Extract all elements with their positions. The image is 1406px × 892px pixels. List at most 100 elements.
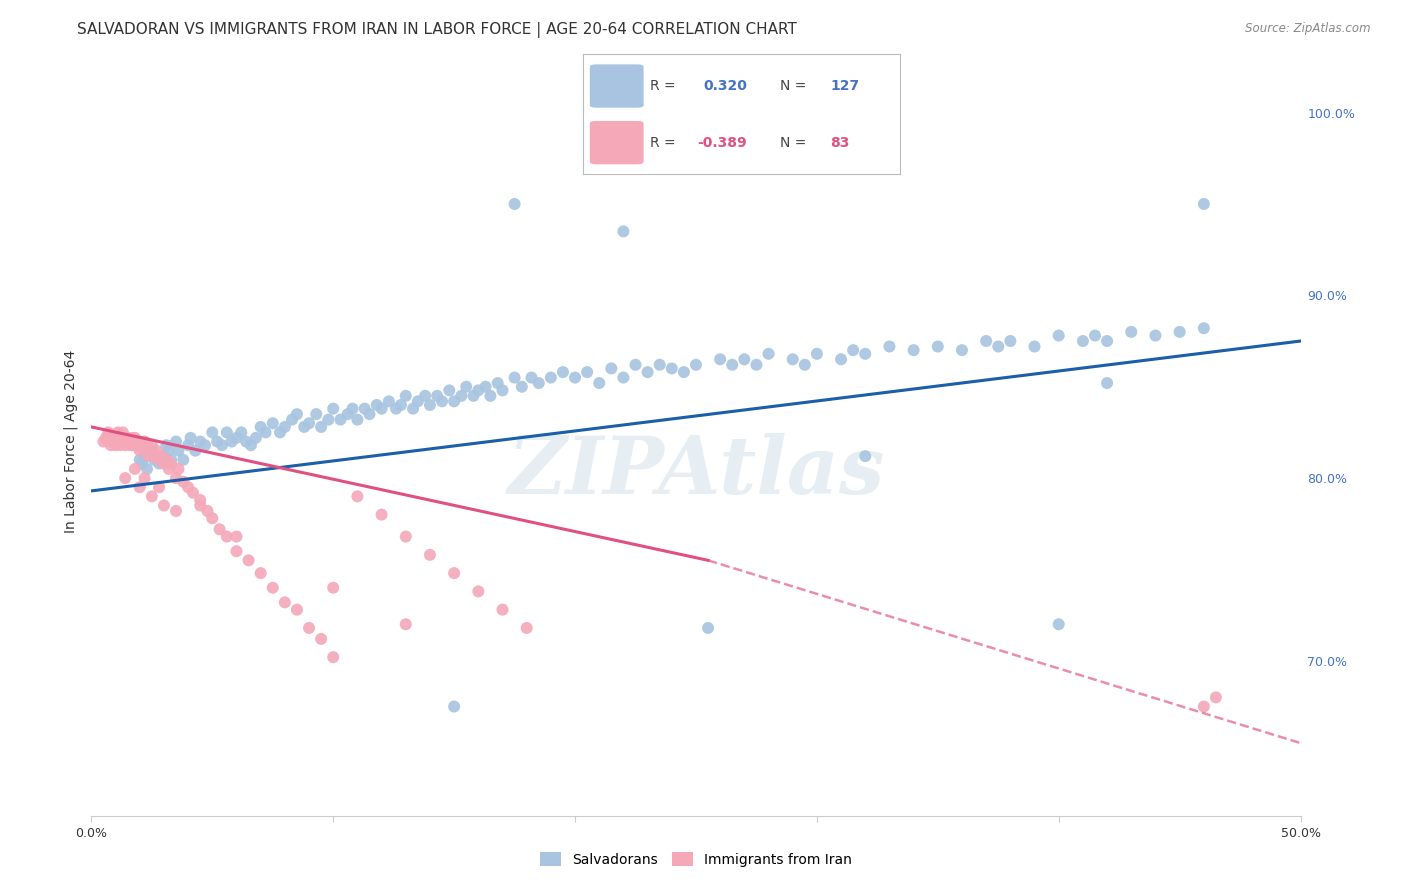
Point — [292, 420, 315, 434]
Point — [211, 438, 233, 452]
Point — [745, 358, 768, 372]
Point — [419, 398, 441, 412]
Point — [443, 394, 465, 409]
Point — [516, 621, 538, 635]
Point — [104, 431, 127, 445]
Point — [842, 343, 865, 358]
Point — [285, 407, 308, 421]
Legend: Salvadorans, Immigrants from Iran: Salvadorans, Immigrants from Iran — [534, 847, 858, 872]
Point — [128, 443, 150, 458]
Point — [127, 438, 149, 452]
Point — [987, 339, 1010, 353]
Point — [1192, 197, 1215, 211]
Point — [721, 358, 744, 372]
Point — [342, 401, 364, 416]
Point — [117, 431, 139, 445]
Point — [128, 452, 150, 467]
Point — [733, 352, 755, 367]
Point — [503, 370, 526, 384]
Point — [172, 475, 194, 489]
Point — [661, 361, 683, 376]
Point — [143, 449, 166, 463]
Point — [225, 530, 247, 544]
Point — [395, 389, 418, 403]
Point — [188, 434, 211, 449]
Point — [254, 425, 277, 440]
Point — [215, 425, 238, 440]
Point — [879, 339, 901, 353]
Point — [121, 438, 143, 452]
Point — [160, 457, 183, 471]
Point — [131, 438, 153, 452]
Point — [153, 457, 176, 471]
Text: -0.389: -0.389 — [697, 136, 747, 150]
Point — [443, 699, 465, 714]
Point — [1205, 690, 1227, 705]
Point — [612, 224, 634, 238]
Point — [134, 443, 156, 458]
Point — [181, 485, 204, 500]
Point — [93, 434, 115, 449]
Point — [430, 394, 453, 409]
Point — [439, 384, 461, 398]
Point — [188, 493, 211, 508]
Point — [1084, 328, 1107, 343]
Point — [114, 438, 136, 452]
Point — [155, 438, 177, 452]
Point — [141, 443, 163, 458]
Point — [188, 499, 211, 513]
Point — [114, 471, 136, 485]
Point — [141, 443, 163, 458]
Point — [148, 480, 170, 494]
Point — [395, 617, 418, 632]
Point — [184, 443, 207, 458]
Point — [527, 376, 550, 390]
Point — [520, 370, 543, 384]
Point — [114, 431, 136, 445]
Point — [100, 438, 122, 452]
Point — [172, 452, 194, 467]
Point — [318, 412, 340, 426]
Point — [564, 370, 586, 384]
Text: R =: R = — [650, 79, 675, 93]
Point — [329, 412, 352, 426]
Point — [100, 431, 122, 445]
Point — [131, 457, 153, 471]
Point — [97, 425, 120, 440]
Point — [1144, 328, 1167, 343]
Point — [612, 370, 634, 384]
Point — [806, 347, 828, 361]
Point — [281, 412, 304, 426]
Point — [136, 438, 159, 452]
Point — [389, 398, 412, 412]
Text: SALVADORAN VS IMMIGRANTS FROM IRAN IN LABOR FORCE | AGE 20-64 CORRELATION CHART: SALVADORAN VS IMMIGRANTS FROM IRAN IN LA… — [77, 22, 797, 38]
Point — [950, 343, 973, 358]
Point — [467, 384, 489, 398]
Y-axis label: In Labor Force | Age 20-64: In Labor Force | Age 20-64 — [63, 350, 77, 533]
Point — [503, 197, 526, 211]
Point — [600, 361, 623, 376]
Point — [249, 420, 271, 434]
Point — [262, 417, 284, 431]
Point — [107, 434, 129, 449]
Point — [194, 438, 217, 452]
Point — [215, 530, 238, 544]
Point — [225, 544, 247, 558]
Point — [322, 650, 344, 665]
Point — [1192, 321, 1215, 335]
Point — [205, 434, 228, 449]
Text: ZIPAtlas: ZIPAtlas — [508, 433, 884, 510]
Point — [402, 401, 425, 416]
Point — [510, 380, 533, 394]
Point — [1121, 325, 1143, 339]
FancyBboxPatch shape — [591, 64, 644, 108]
Point — [1168, 325, 1191, 339]
Text: 0.320: 0.320 — [704, 79, 748, 93]
Point — [346, 489, 368, 503]
Point — [709, 352, 731, 367]
Point — [201, 511, 224, 525]
Point — [322, 581, 344, 595]
Point — [406, 394, 429, 409]
Point — [456, 380, 478, 394]
Point — [245, 431, 267, 445]
